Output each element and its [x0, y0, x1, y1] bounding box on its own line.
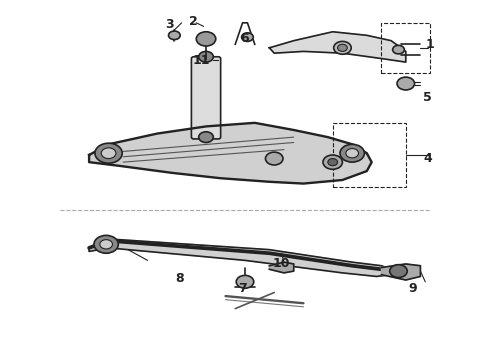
Circle shape	[95, 143, 122, 163]
Circle shape	[346, 149, 359, 158]
Circle shape	[242, 33, 253, 41]
Circle shape	[338, 44, 347, 51]
Circle shape	[94, 235, 118, 253]
Text: 3: 3	[165, 18, 174, 31]
Circle shape	[334, 41, 351, 54]
Text: 9: 9	[409, 283, 417, 296]
Text: 4: 4	[423, 152, 432, 165]
Circle shape	[323, 155, 343, 169]
Text: 8: 8	[175, 272, 184, 285]
Bar	[381, 23, 430, 73]
Circle shape	[196, 32, 216, 46]
Polygon shape	[89, 123, 372, 184]
Text: 6: 6	[241, 32, 249, 45]
Circle shape	[101, 148, 116, 158]
Polygon shape	[381, 264, 420, 280]
Text: 5: 5	[423, 91, 432, 104]
Circle shape	[199, 132, 213, 143]
Circle shape	[236, 275, 254, 288]
Text: 11: 11	[193, 54, 210, 67]
Circle shape	[340, 144, 365, 162]
Text: 1: 1	[426, 38, 435, 51]
Circle shape	[328, 158, 338, 166]
Circle shape	[199, 51, 213, 62]
Circle shape	[397, 77, 415, 90]
Circle shape	[266, 152, 283, 165]
Circle shape	[390, 265, 407, 278]
Circle shape	[100, 240, 113, 249]
Bar	[333, 123, 406, 187]
Text: 7: 7	[238, 283, 247, 296]
Polygon shape	[270, 32, 406, 62]
Text: 2: 2	[190, 14, 198, 27]
Polygon shape	[89, 239, 391, 276]
Circle shape	[392, 45, 404, 54]
Polygon shape	[270, 262, 294, 273]
FancyBboxPatch shape	[192, 57, 220, 139]
Text: 10: 10	[273, 257, 290, 270]
Circle shape	[169, 31, 180, 40]
